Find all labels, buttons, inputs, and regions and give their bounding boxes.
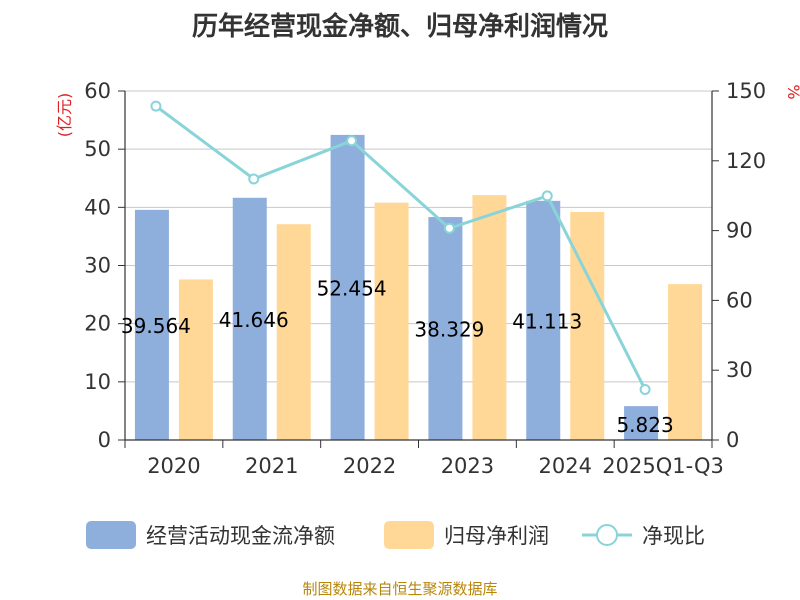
left-tick-label: 40 <box>84 195 111 219</box>
bar-data-label: 41.646 <box>219 308 289 332</box>
bars-layer <box>134 134 703 440</box>
x-tick-label: 2025Q1-Q3 <box>602 454 724 478</box>
bar-operating-cashflow <box>330 134 365 440</box>
right-tick-label: 60 <box>726 288 753 312</box>
bar-operating-cashflow <box>232 197 267 440</box>
x-tick-label: 2023 <box>441 454 494 478</box>
left-tick-label: 0 <box>98 428 111 452</box>
bar-data-label: 38.329 <box>414 318 484 342</box>
bar-net-profit <box>276 224 311 440</box>
left-tick-label: 50 <box>84 137 111 161</box>
right-axis-unit: % <box>784 84 800 99</box>
legend-operating-cashflow[interactable]: 经营活动现金流净额 <box>86 521 335 549</box>
bar-net-profit <box>374 202 409 440</box>
grid-lines <box>125 90 712 383</box>
right-tick-label: 0 <box>726 428 739 452</box>
legend-label: 归母净利润 <box>444 524 549 548</box>
right-tick-label: 30 <box>726 358 753 382</box>
bar-data-label: 39.564 <box>121 314 191 338</box>
chart-title: 历年经营现金净额、归母净利润情况 <box>191 12 608 42</box>
line-layer <box>150 100 651 396</box>
data-labels-layer: 39.564 41.646 52.454 38.329 41.113 5.823 <box>121 276 674 437</box>
x-tick-label: 2020 <box>147 454 200 478</box>
legend-swatch <box>384 521 434 549</box>
line-point <box>248 173 260 185</box>
bar-net-profit <box>472 195 507 440</box>
line-point <box>443 222 455 234</box>
bar-operating-cashflow <box>134 209 169 440</box>
bar-operating-cashflow <box>526 200 561 440</box>
bar-operating-cashflow <box>624 406 659 440</box>
legend-label: 净现比 <box>642 524 705 548</box>
data-source: 制图数据来自恒生聚源数据库 <box>302 580 498 598</box>
left-tick-label: 30 <box>84 254 111 278</box>
right-tick-label: 150 <box>726 79 766 103</box>
line-net-cash-ratio <box>155 104 647 391</box>
bar-data-label: 41.113 <box>512 309 582 333</box>
axes-layer: 0 10 20 30 40 50 60 0 30 60 90 120 150 (亿元)% 2020 2021 2… <box>55 79 800 478</box>
bar-net-profit <box>178 279 213 440</box>
legend[interactable]: 经营活动现金流净额 归母净利润 净现比 <box>86 521 705 549</box>
bar-net-profit <box>668 284 703 440</box>
line-point <box>639 384 651 396</box>
x-tick-label: 2021 <box>245 454 298 478</box>
legend-swatch <box>86 521 136 549</box>
left-tick-label: 20 <box>84 312 111 336</box>
bar-data-label: 5.823 <box>616 413 673 437</box>
right-tick-label: 90 <box>726 219 753 243</box>
left-tick-label: 10 <box>84 370 111 394</box>
bar-data-label: 52.454 <box>317 276 387 300</box>
legend-net-cash-ratio[interactable]: 净现比 <box>582 524 705 548</box>
left-axis-unit: (亿元) <box>55 93 74 138</box>
left-tick-label: 60 <box>84 79 111 103</box>
bar-operating-cashflow <box>428 217 463 440</box>
line-point <box>541 190 553 202</box>
x-tick-label: 2022 <box>343 454 396 478</box>
line-point <box>346 135 358 147</box>
legend-net-profit[interactable]: 归母净利润 <box>384 521 549 549</box>
line-point <box>150 100 162 112</box>
legend-marker <box>596 524 618 546</box>
right-tick-label: 120 <box>726 149 766 173</box>
legend-label: 经营活动现金流净额 <box>146 524 335 548</box>
x-tick-label: 2024 <box>539 454 592 478</box>
